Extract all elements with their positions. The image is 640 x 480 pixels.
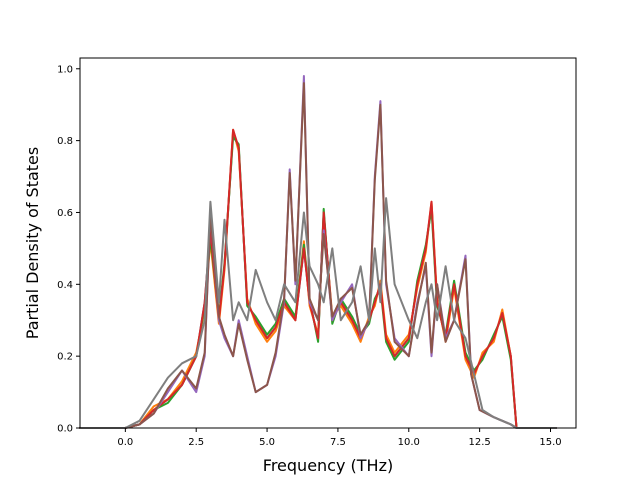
x-tick-label: 0.0 bbox=[117, 437, 133, 448]
y-axis-title: Partial Density of States bbox=[23, 147, 42, 339]
x-tick-label: 5.0 bbox=[259, 437, 275, 448]
series-line-6 bbox=[79, 82, 558, 429]
y-tick-label: 0.6 bbox=[57, 208, 73, 219]
y-tick-label: 1.0 bbox=[57, 64, 73, 75]
y-tick-label: 0.2 bbox=[57, 352, 73, 363]
y-tick-label: 0.8 bbox=[57, 136, 73, 147]
x-tick-label: 15.0 bbox=[539, 437, 561, 448]
series-line-1 bbox=[79, 132, 558, 429]
x-tick-label: 10.0 bbox=[398, 437, 420, 448]
y-tick-label: 0.4 bbox=[57, 280, 73, 291]
y-tick-label: 0.0 bbox=[57, 424, 73, 435]
x-axis-title: Frequency (THz) bbox=[263, 456, 393, 475]
x-tick-label: 2.5 bbox=[188, 437, 204, 448]
series-layer bbox=[79, 75, 558, 429]
x-tick-label: 12.5 bbox=[469, 437, 491, 448]
y-axis-ticks: 0.0 0.2 0.4 0.6 0.8 1.0 bbox=[57, 64, 80, 435]
series-line-4 bbox=[79, 128, 558, 429]
series-line-2 bbox=[79, 128, 558, 429]
plot-frame bbox=[79, 57, 577, 429]
series-line-7 bbox=[79, 197, 558, 429]
series-line-5 bbox=[79, 75, 558, 429]
x-tick-label: 7.5 bbox=[330, 437, 346, 448]
x-axis-ticks: 0.0 2.5 5.0 7.5 10.0 12.5 15.0 bbox=[117, 428, 562, 448]
